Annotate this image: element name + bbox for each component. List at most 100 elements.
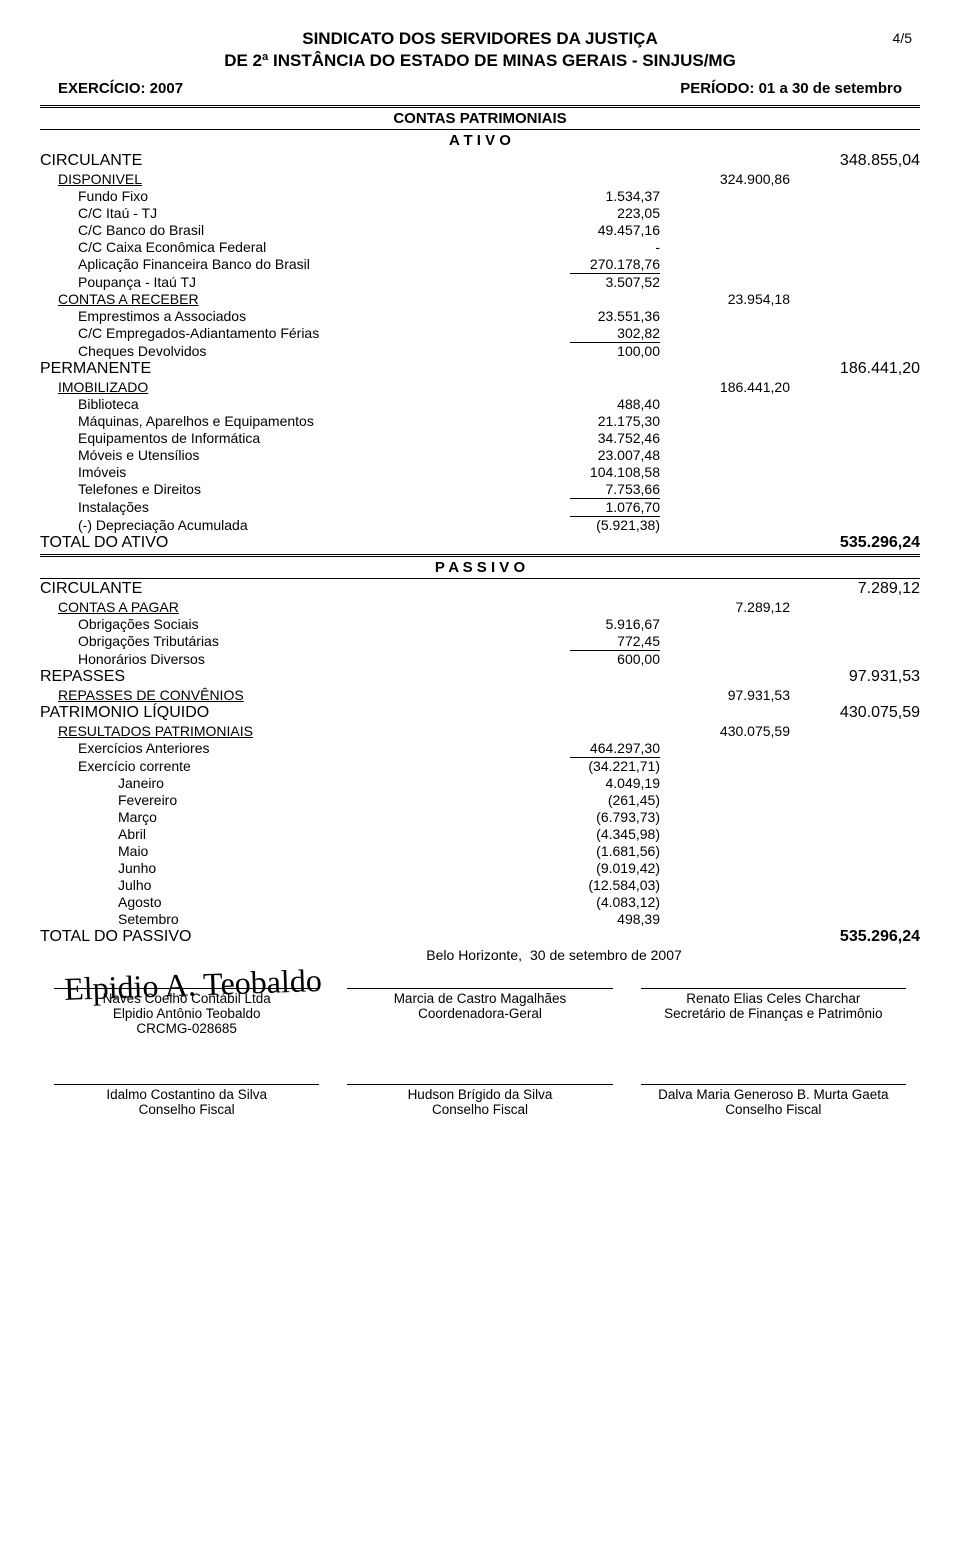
line-item-value: 7.753,66: [530, 480, 660, 497]
depreciacao-val: (5.921,38): [530, 515, 660, 533]
line-item-value: 1.076,70: [530, 497, 660, 515]
line-item-value: (12.584,03): [530, 876, 660, 893]
line-item-value: 302,82: [530, 324, 660, 341]
repassesconv-total: 97.931,53: [660, 686, 790, 703]
line-item-label: Poupança - Itaú TJ: [40, 272, 530, 290]
signature-role: Secretário de Finanças e Patrimônio: [635, 1006, 912, 1021]
patrimonio-total: 430.075,59: [790, 703, 920, 722]
line-item-label: Aplicação Financeira Banco do Brasil: [40, 255, 530, 272]
signatures-row2: Idalmo Costantino da Silva Conselho Fisca…: [40, 1084, 920, 1117]
section-ativo: A T I V O: [40, 132, 920, 149]
resultados-total: 430.075,59: [660, 722, 790, 739]
place: Belo Horizonte,: [40, 946, 530, 963]
total-ativo-label: TOTAL DO ATIVO: [40, 533, 530, 552]
org-title: SINDICATO DOS SERVIDORES DA JUSTIÇA DE 2…: [40, 28, 920, 72]
signature-name: Hudson Brígido da Silva: [341, 1087, 618, 1102]
ex-corrente-val: (34.221,71): [530, 756, 660, 774]
line-item-value: -: [530, 238, 660, 255]
rule-mid: [40, 129, 920, 130]
line-item-value: 3.507,52: [530, 272, 660, 290]
signature-name: Marcia de Castro Magalhães: [341, 991, 618, 1006]
line-item-value: 600,00: [530, 649, 660, 667]
line-item-value: 21.175,30: [530, 412, 660, 429]
p-circulante-total: 7.289,12: [790, 579, 920, 598]
line-item-label: Setembro: [40, 910, 530, 927]
line-item-value: 223,05: [530, 204, 660, 221]
line-item-label: Junho: [40, 859, 530, 876]
signature-block: Dalva Maria Generoso B. Murta GaetaConse…: [627, 1084, 920, 1117]
p-circulante-label: CIRCULANTE: [40, 579, 530, 598]
imobilizado-label: IMOBILIZADO: [40, 378, 530, 395]
signature-name: Renato Elias Celes Charchar: [635, 991, 912, 1006]
line-item-value: 34.752,46: [530, 429, 660, 446]
repassesconv-label: REPASSES DE CONVÊNIOS: [40, 686, 530, 703]
signature-role: Elpidio Antônio Teobaldo: [48, 1006, 325, 1021]
ex-anteriores-val: 464.297,30: [530, 739, 660, 756]
line-item-value: 772,45: [530, 632, 660, 649]
org-line2: DE 2ª INSTÂNCIA DO ESTADO DE MINAS GERAI…: [224, 51, 736, 70]
line-item-label: C/C Empregados-Adiantamento Férias: [40, 324, 530, 341]
line-item-label: Móveis e Utensílios: [40, 446, 530, 463]
line-item-label: Emprestimos a Associados: [40, 307, 530, 324]
page-number: 4/5: [893, 30, 912, 46]
contasreceber-label: CONTAS A RECEBER: [40, 290, 530, 307]
signature-role: Conselho Fiscal: [341, 1102, 618, 1117]
line-item-value: 498,39: [530, 910, 660, 927]
total-ativo-val: 535.296,24: [790, 533, 920, 552]
line-item-value: 104.108,58: [530, 463, 660, 480]
disponivel-total: 324.900,86: [660, 170, 790, 187]
line-item-label: Maio: [40, 842, 530, 859]
permanente-total: 186.441,20: [790, 359, 920, 378]
line-item-label: Obrigações Sociais: [40, 615, 530, 632]
contaspagar-label: CONTAS A PAGAR: [40, 598, 530, 615]
signature-extra: CRCMG-028685: [48, 1021, 325, 1036]
line-item-label: Julho: [40, 876, 530, 893]
contaspagar-total: 7.289,12: [660, 598, 790, 615]
line-item-value: 23.551,36: [530, 307, 660, 324]
line-item-label: Janeiro: [40, 774, 530, 791]
line-item-value: 488,40: [530, 395, 660, 412]
signature-name: Idalmo Costantino da Silva: [48, 1087, 325, 1102]
patrimonio-label: PATRIMONIO LÍQUIDO: [40, 703, 530, 722]
exercicio: EXERCÍCIO: 2007: [58, 80, 183, 97]
line-item-value: 23.007,48: [530, 446, 660, 463]
line-item-label: Março: [40, 808, 530, 825]
total-passivo-label: TOTAL DO PASSIVO: [40, 927, 530, 946]
line-item-label: Abril: [40, 825, 530, 842]
line-item-label: Fundo Fixo: [40, 187, 530, 204]
line-item-label: Imóveis: [40, 463, 530, 480]
line-item-value: 270.178,76: [530, 255, 660, 272]
ex-anteriores-label: Exercícios Anteriores: [40, 739, 530, 756]
line-item-value: 5.916,67: [530, 615, 660, 632]
permanente-label: PERMANENTE: [40, 359, 530, 378]
line-item-value: (1.681,56): [530, 842, 660, 859]
total-passivo-val: 535.296,24: [790, 927, 920, 946]
line-item-label: C/C Itaú - TJ: [40, 204, 530, 221]
line-item-label: Máquinas, Aparelhos e Equipamentos: [40, 412, 530, 429]
signature-block: Hudson Brígido da SilvaConselho Fiscal: [333, 1084, 626, 1117]
sub-header: EXERCÍCIO: 2007 PERÍODO: 01 a 30 de sete…: [58, 80, 902, 97]
line-item-label: Instalações: [40, 497, 530, 515]
signature-extra: [635, 1021, 912, 1036]
rule-passivo-top: [40, 554, 920, 557]
periodo: PERÍODO: 01 a 30 de setembro: [680, 80, 902, 97]
section-contas: CONTAS PATRIMONIAIS: [40, 110, 920, 127]
circulante-label: CIRCULANTE: [40, 151, 530, 170]
line-item-value: (261,45): [530, 791, 660, 808]
signature-block: Marcia de Castro MagalhãesCoordenadora-G…: [333, 988, 626, 1036]
line-item-label: Telefones e Direitos: [40, 480, 530, 497]
repasses-label: REPASSES: [40, 667, 530, 686]
repasses-total: 97.931,53: [790, 667, 920, 686]
line-item-label: C/C Caixa Econômica Federal: [40, 238, 530, 255]
circulante-total: 348.855,04: [790, 151, 920, 170]
ex-corrente-label: Exercício corrente: [40, 756, 530, 774]
line-item-label: C/C Banco do Brasil: [40, 221, 530, 238]
line-item-label: Obrigações Tributárias: [40, 632, 530, 649]
line-item-label: Biblioteca: [40, 395, 530, 412]
signature-role: Coordenadora-Geral: [341, 1006, 618, 1021]
signature-role: Conselho Fiscal: [635, 1102, 912, 1117]
signature-extra: [341, 1021, 618, 1036]
line-item-value: 4.049,19: [530, 774, 660, 791]
line-item-value: 49.457,16: [530, 221, 660, 238]
signature-block: Idalmo Costantino da SilvaConselho Fisca…: [40, 1084, 333, 1117]
